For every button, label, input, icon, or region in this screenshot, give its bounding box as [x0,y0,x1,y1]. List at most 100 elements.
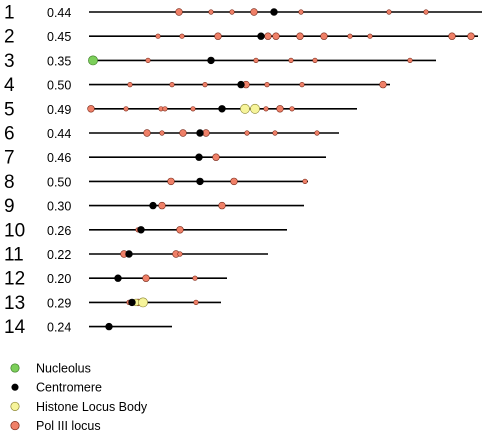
pol3-locus-marker [253,57,259,64]
chromosome-row: 1 0.44 [4,3,482,24]
chromosome-number: 2 [4,27,15,48]
chromosome-value: 0.30 [47,200,71,214]
centromere-marker [207,56,215,65]
pol3-locus-marker [167,177,175,186]
chromosome-number: 14 [4,317,26,338]
pol3-locus-marker [176,226,184,234]
legend-swatch [10,363,20,373]
pol3-locus-marker [202,81,208,88]
legend: Nucleolus Centromere Histone Locus Body Pol… [10,362,148,432]
chromosome-number: 1 [4,3,15,24]
chromosome-number: 5 [4,99,15,120]
chromosome-value: 0.50 [47,175,71,189]
pol3-locus-marker [244,130,250,136]
pol3-locus-marker [386,9,392,15]
histone-locus-body-marker [250,103,260,114]
pol3-locus-marker [159,130,165,136]
chromosome-row: 6 0.44 [4,124,339,145]
pol3-locus-marker [177,251,183,257]
pol3-locus-marker [302,178,308,184]
pol3-locus-marker [123,106,129,112]
pol3-locus-marker [379,80,387,89]
centromere-marker [125,250,133,258]
chromosome-row: 8 0.50 [4,172,308,193]
legend-swatch [11,383,19,391]
nucleolus-marker [88,55,98,66]
histone-locus-body-marker [138,297,148,308]
chromosome-value: 0.35 [47,54,71,68]
chromosome-value: 0.22 [47,248,71,262]
centromere-marker [257,32,265,40]
chromosome-number: 11 [4,245,24,266]
chromosome-row: 11 0.22 [4,245,268,266]
legend-label: Pol III locus [36,419,101,432]
chromosome-value: 0.45 [47,30,71,44]
pol3-locus-marker [179,33,185,39]
pol3-locus-marker [214,32,222,40]
chromosome-row: 14 0.24 [4,317,172,338]
pol3-locus-marker [312,57,318,64]
pol3-locus-marker [208,9,214,15]
pol3-locus-marker [467,32,475,40]
chromosome-value: 0.29 [47,296,71,310]
pol3-locus-marker [299,81,305,88]
pol3-locus-marker [87,105,95,113]
pol3-locus-marker [193,299,199,306]
pol3-locus-marker [448,32,456,40]
legend-item: Histone Locus Body [10,400,148,414]
legend-item: Nucleolus [10,362,91,376]
chromosome-value: 0.24 [47,321,71,335]
pol3-locus-marker [127,81,133,88]
legend-label: Centromere [36,381,102,395]
pol3-locus-marker [179,129,187,137]
centromere-marker [237,80,245,89]
chromosome-number: 10 [4,220,25,241]
pol3-locus-marker [272,32,280,40]
pol3-locus-marker [250,8,258,16]
chromosome-row: 5 0.49 [4,99,357,120]
pol3-locus-marker [145,57,151,64]
pol3-locus-marker [169,81,175,88]
pol3-locus-marker [320,32,328,40]
pol3-locus-marker [218,201,226,210]
chromosome-row: 12 0.20 [4,269,227,290]
pol3-locus-marker [347,33,353,39]
pol3-locus-marker [276,105,284,113]
chromosome-value: 0.44 [47,127,71,141]
pol3-locus-marker [162,106,168,112]
pol3-locus-marker [407,57,413,64]
pol3-locus-marker [423,9,429,15]
centromere-marker [270,8,278,16]
pol3-locus-marker [263,106,269,112]
pol3-locus-marker [367,33,373,39]
pol3-locus-marker [175,8,183,16]
legend-item: Centromere [11,381,102,395]
chromosome-rows: 1 0.442 0.453 0.354 0.505 0.496 0.447 0.468 0.50… [4,3,482,338]
pol3-locus-marker [298,9,304,15]
chromosome-number: 6 [4,124,15,145]
pol3-locus-marker [155,33,161,39]
chromosome-value: 0.44 [47,6,71,20]
chromosome-value: 0.26 [47,224,71,238]
centromere-marker [114,274,122,282]
centromere-marker [105,322,113,331]
chromosome-number: 13 [4,293,25,314]
pol3-locus-marker [288,57,294,64]
centromere-marker [128,298,136,307]
chromosome-value: 0.50 [47,79,71,93]
chromosome-number: 7 [4,148,15,169]
chromosome-row: 4 0.50 [4,75,390,96]
pol3-locus-marker [192,275,198,281]
legend-label: Nucleolus [36,362,91,376]
centromere-marker [218,105,226,113]
pol3-locus-marker [314,130,320,136]
pol3-locus-marker [296,32,304,40]
chromosome-number: 8 [4,172,15,193]
centromere-marker [196,129,204,137]
pol3-locus-marker [158,201,166,210]
chromosome-row: 9 0.30 [4,196,304,217]
pol3-locus-marker [190,106,196,112]
chromosome-number: 3 [4,51,15,72]
centromere-marker [195,153,203,161]
